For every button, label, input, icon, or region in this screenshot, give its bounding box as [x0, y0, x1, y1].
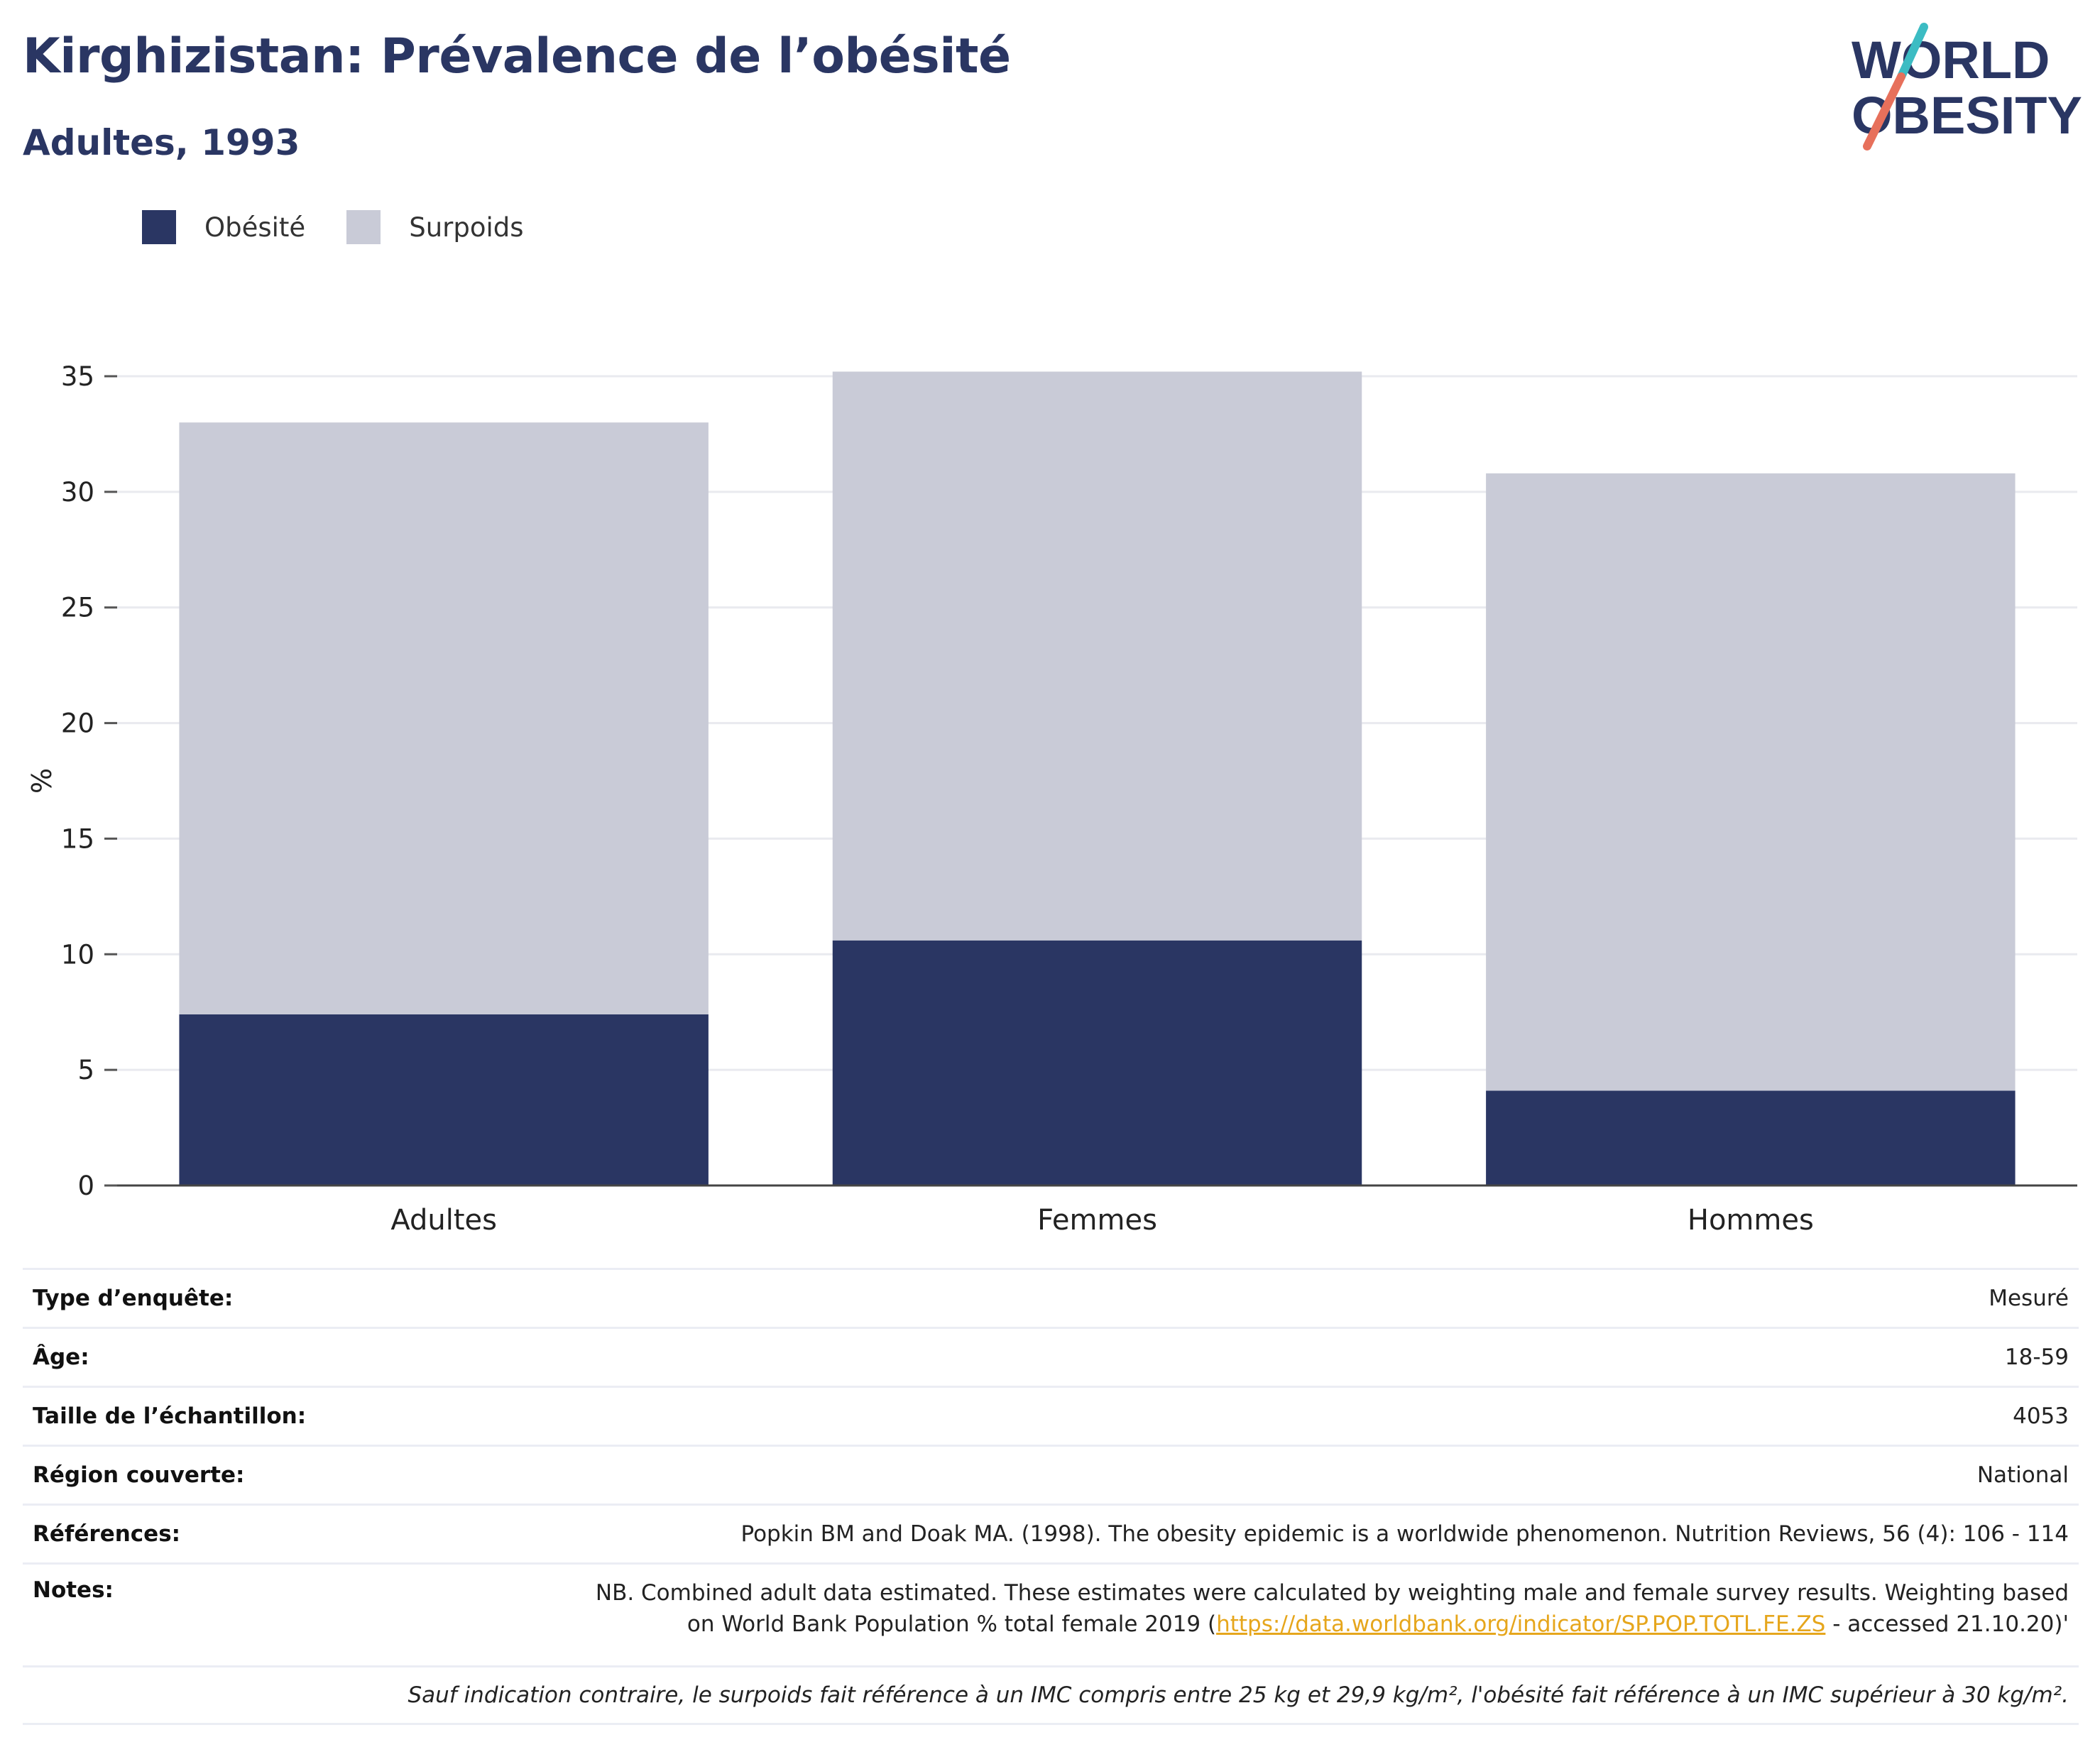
region-value: National — [360, 1445, 2079, 1505]
y-tick-label: 20 — [61, 708, 94, 739]
table-row: Type d’enquête: Mesuré — [23, 1268, 2079, 1328]
stacked-bar-chart: 0 5 10 15 20 25 30 35% Adultes Femmes Hommes — [26, 361, 2077, 1237]
bar-overweight-femmes — [832, 371, 1362, 941]
bar-overweight-adultes — [179, 422, 709, 1014]
chart-legend: Obésité Surpoids — [142, 210, 565, 244]
references-label: Références: — [23, 1504, 361, 1564]
legend-swatch-overweight — [346, 210, 381, 244]
region-label: Région couverte: — [23, 1445, 361, 1505]
notes-line-2-suffix: - accessed 21.10.20)' — [1825, 1611, 2069, 1637]
x-tick-label: Adultes — [390, 1204, 497, 1237]
y-tick-label: 15 — [61, 823, 94, 854]
world-obesity-logo: WORLD OBESITY — [1852, 23, 2082, 150]
legend-label-obesity: Obésité — [204, 212, 306, 243]
y-tick-label: 0 — [77, 1171, 94, 1201]
y-tick-label: 10 — [61, 939, 94, 970]
references-value: Popkin BM and Doak MA. (1998). The obesi… — [360, 1504, 2079, 1564]
table-row: Notes: NB. Combined adult data estimated… — [23, 1562, 2079, 1667]
y-axis-title: % — [26, 768, 58, 794]
y-tick-label: 25 — [61, 593, 94, 623]
legend-item-obesity[interactable]: Obésité — [142, 210, 305, 244]
legend-label-overweight: Surpoids — [409, 212, 524, 243]
y-tick-label: 30 — [61, 477, 94, 508]
bar-obesity-adultes — [179, 1014, 709, 1185]
logo-slash-teal — [1897, 23, 1928, 81]
x-tick-label: Femmes — [1037, 1204, 1157, 1237]
bmi-definition-footnote: Sauf indication contraire, le surpoids f… — [23, 1665, 2079, 1725]
age-label: Âge: — [23, 1327, 361, 1387]
x-tick-label: Hommes — [1688, 1204, 1814, 1237]
bar-obesity-femmes — [832, 940, 1362, 1185]
notes-label: Notes: — [23, 1562, 361, 1667]
age-value: 18-59 — [360, 1327, 2079, 1387]
page-title: Kirghizistan: Prévalence de l’obésité — [23, 28, 1011, 84]
sample-size-value: 4053 — [360, 1386, 2079, 1446]
bar-obesity-hommes — [1486, 1090, 2016, 1185]
notes-value: NB. Combined adult data estimated. These… — [360, 1562, 2079, 1667]
sample-size-label: Taille de l’échantillon: — [23, 1386, 361, 1446]
legend-item-overweight[interactable]: Surpoids — [346, 210, 524, 244]
legend-swatch-obesity — [142, 210, 176, 244]
survey-type-label: Type d’enquête: — [23, 1268, 361, 1328]
table-row: Références: Popkin BM and Doak MA. (1998… — [23, 1504, 2079, 1564]
worldbank-data-link[interactable]: https://data.worldbank.org/indicator/SP.… — [1216, 1611, 1826, 1637]
table-row: Taille de l’échantillon: 4053 — [23, 1386, 2079, 1446]
survey-type-value: Mesuré — [360, 1268, 2079, 1328]
survey-metadata-table: Type d’enquête: Mesuré Âge: 18-59 Taille… — [23, 1268, 2079, 1725]
notes-line-2-prefix: on World Bank Population % total female … — [687, 1611, 1217, 1637]
table-row: Sauf indication contraire, le surpoids f… — [23, 1665, 2079, 1725]
table-row: Région couverte: National — [23, 1445, 2079, 1505]
page-subtitle: Adultes, 1993 — [23, 122, 300, 163]
logo-slash-coral — [1863, 72, 1905, 150]
logo-text-world: WORLD — [1852, 31, 2050, 89]
y-tick-label: 35 — [61, 361, 94, 392]
y-tick-label: 5 — [77, 1055, 94, 1085]
table-row: Âge: 18-59 — [23, 1327, 2079, 1387]
bar-overweight-hommes — [1486, 473, 2016, 1091]
notes-line-1: NB. Combined adult data estimated. These… — [595, 1580, 2069, 1606]
